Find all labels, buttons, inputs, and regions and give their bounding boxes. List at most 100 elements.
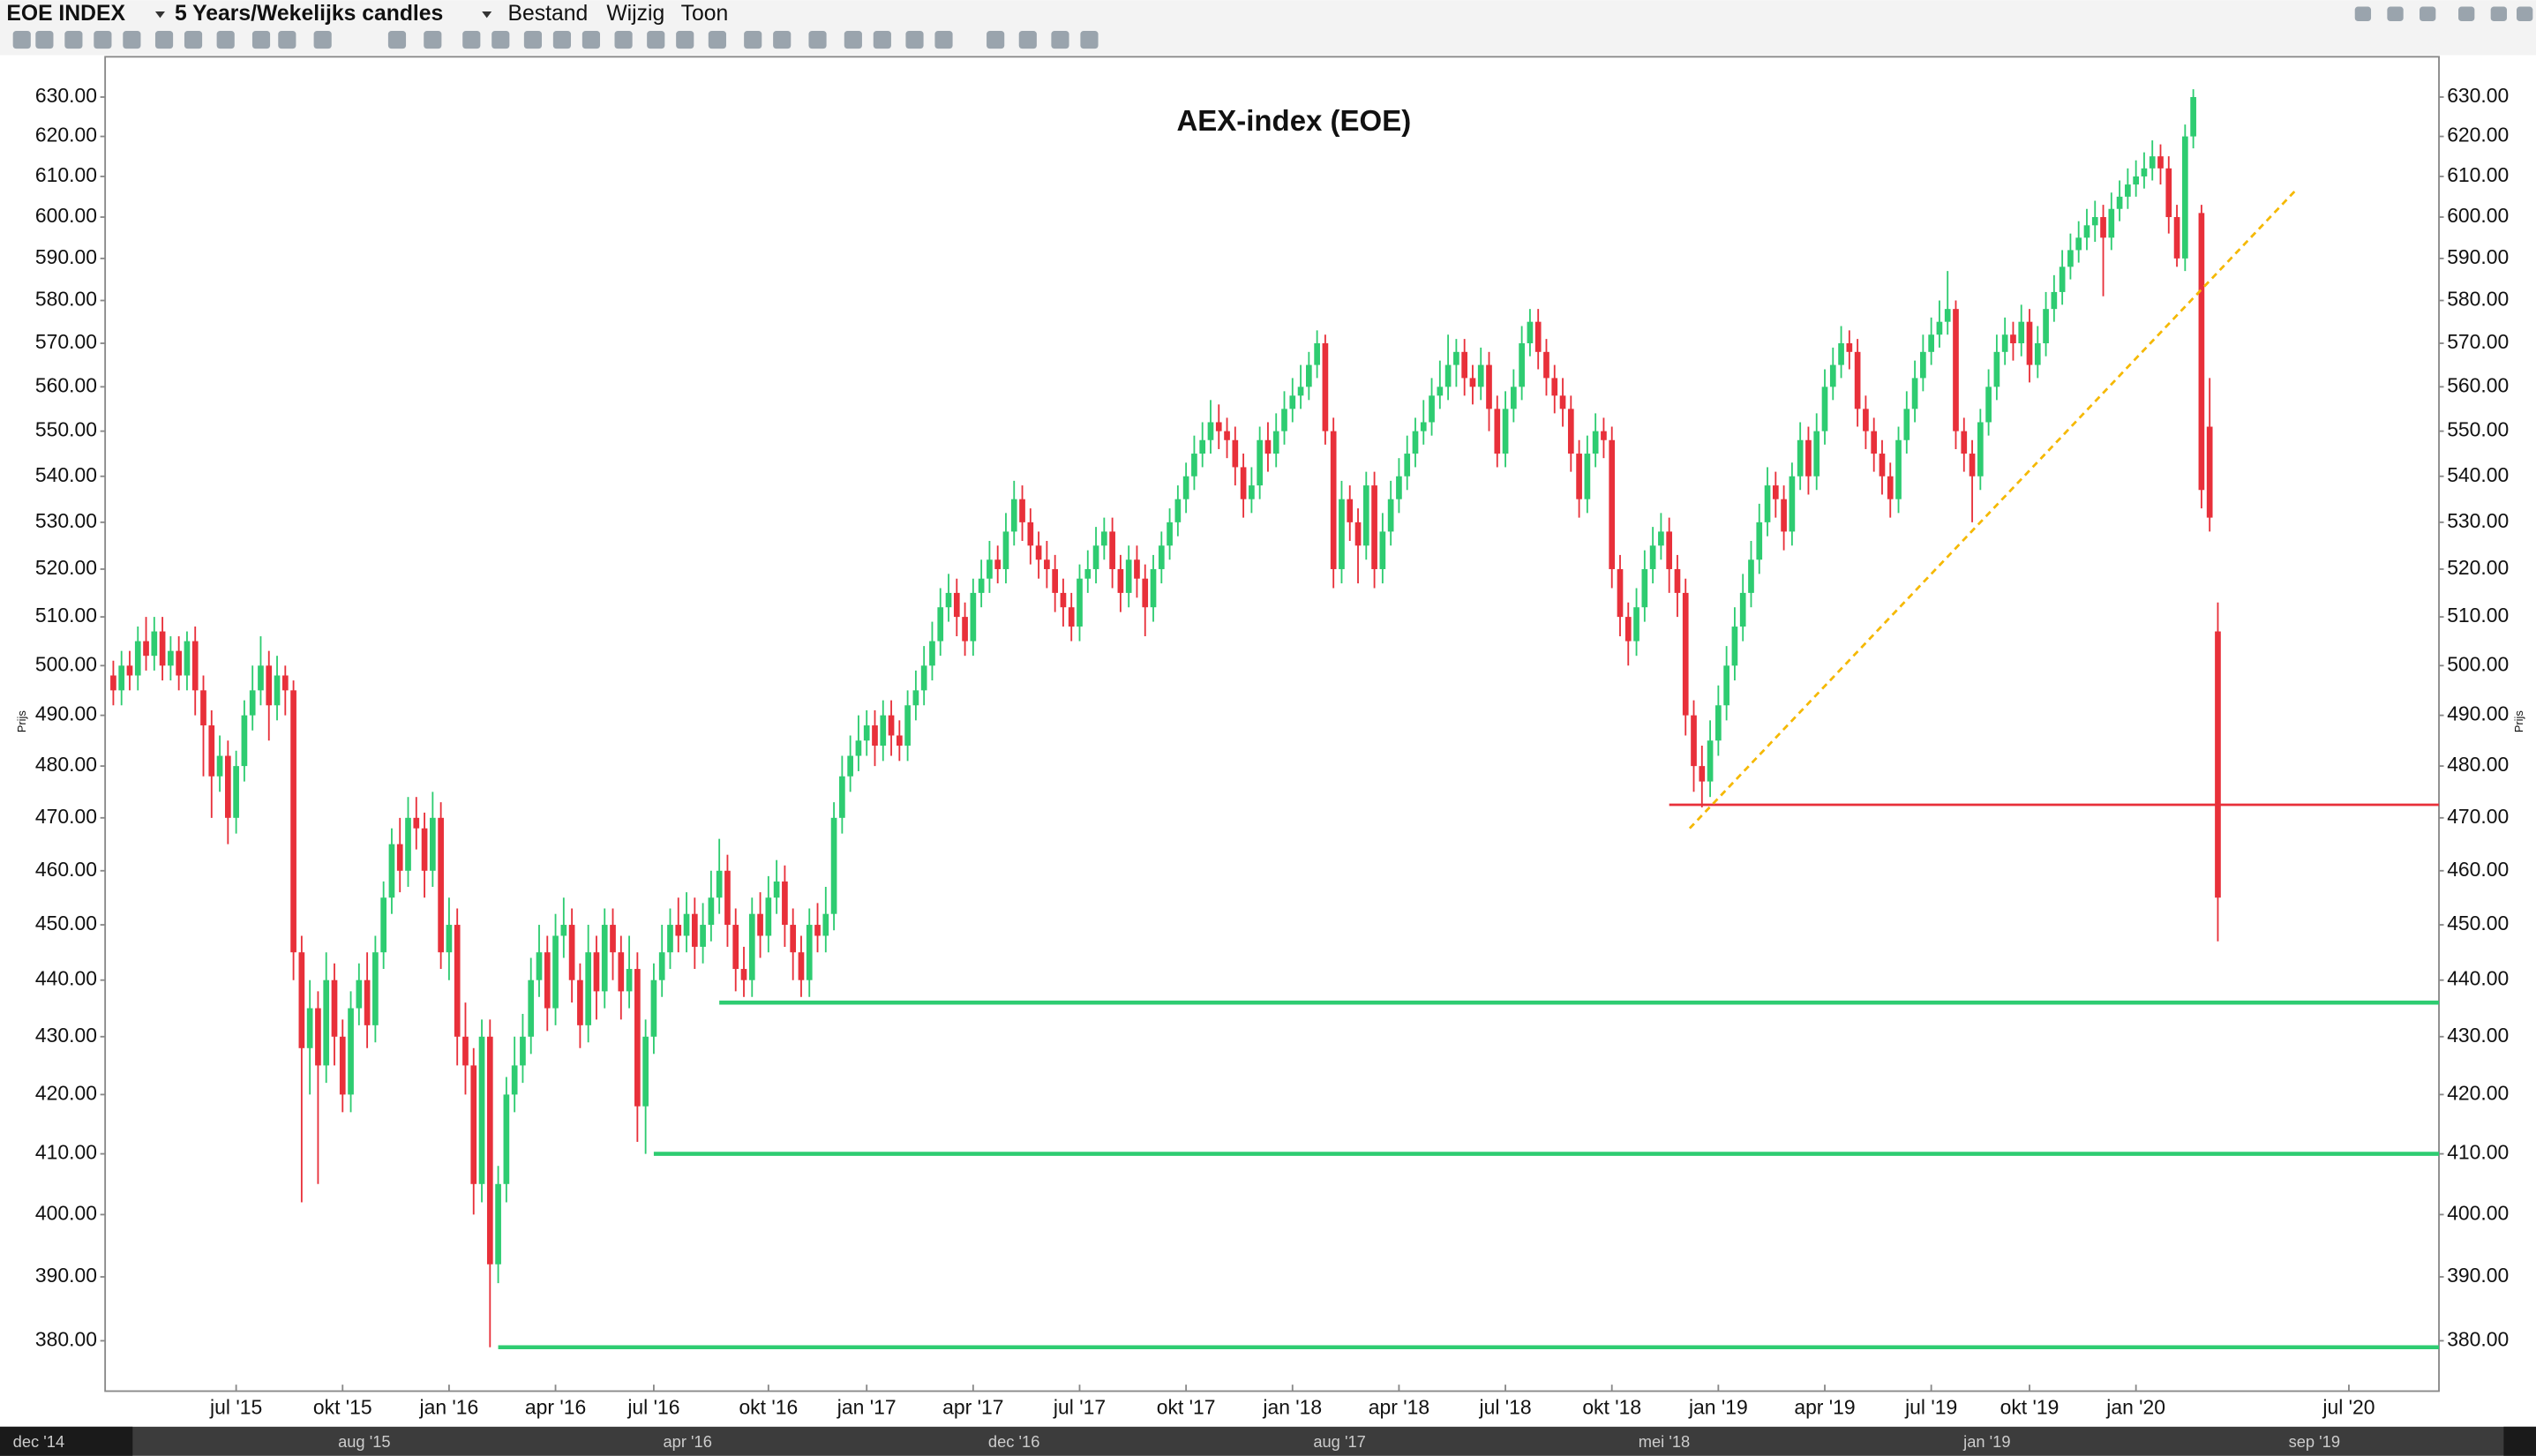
- candle-body: [266, 665, 273, 706]
- period[interactable]: 5 Years/Wekelijks candles: [175, 2, 443, 26]
- toolbar-icon[interactable]: [184, 31, 203, 49]
- chart-title: AEX-index (EOE): [1176, 104, 1411, 137]
- candle-body: [1936, 321, 1943, 335]
- y-tick-label: 420.00: [2447, 1081, 2509, 1104]
- candle-body: [323, 979, 330, 1066]
- candle-body: [708, 897, 715, 926]
- toolbar-icon[interactable]: [581, 31, 601, 49]
- candle-body: [1707, 740, 1714, 782]
- candle-body: [1420, 422, 1427, 432]
- candle-body: [1371, 485, 1377, 569]
- candle-body: [486, 1036, 493, 1265]
- y-tick-label: 460.00: [2447, 858, 2509, 881]
- candle-body: [691, 913, 698, 947]
- candle-body: [274, 675, 281, 706]
- navigator-handle[interactable]: [0, 1426, 133, 1456]
- toolbar-icon[interactable]: [1018, 31, 1037, 49]
- x-tick-label: okt '15: [313, 1396, 372, 1419]
- toolbar-icon[interactable]: [744, 31, 762, 49]
- candle-body: [1444, 364, 1452, 387]
- candle-body: [1494, 409, 1501, 454]
- candle-body: [1813, 431, 1820, 477]
- candle-body: [568, 925, 575, 980]
- toolbar-icon[interactable]: [154, 31, 174, 49]
- candle-body: [1412, 431, 1419, 454]
- candle-body: [716, 870, 723, 898]
- toolbar-icon[interactable]: [1051, 31, 1069, 49]
- toolbar-icon[interactable]: [313, 31, 332, 49]
- menu-item[interactable]: Wijzig: [606, 2, 664, 26]
- y-tick-label: 550.00: [35, 418, 97, 441]
- candle-body: [2133, 176, 2139, 185]
- candle-body: [2149, 156, 2156, 169]
- toolbar-icon[interactable]: [251, 31, 271, 49]
- toolbar-icon[interactable]: [934, 31, 953, 49]
- y-tick-label: 520.00: [35, 556, 97, 579]
- candle-body: [1182, 476, 1189, 499]
- candle-body: [1477, 364, 1484, 387]
- symbol[interactable]: EOE INDEX: [6, 2, 125, 26]
- toolbar-icon[interactable]: [647, 31, 665, 49]
- toolbar-icon[interactable]: [491, 31, 510, 49]
- candle-body: [987, 559, 993, 579]
- toolbar-icon[interactable]: [278, 31, 296, 49]
- window-icon[interactable]: [2458, 6, 2475, 22]
- menu-item[interactable]: Bestand: [508, 2, 589, 26]
- candle-body: [552, 935, 559, 1009]
- toolbar-icon[interactable]: [987, 31, 1005, 49]
- y-tick-label: 470.00: [2447, 805, 2509, 828]
- toolbar-icon[interactable]: [94, 31, 112, 49]
- toolbar-icon[interactable]: [216, 31, 235, 49]
- candle-body: [176, 650, 183, 676]
- toolbar-icon[interactable]: [123, 31, 141, 49]
- candle-body: [1232, 439, 1239, 468]
- navigator[interactable]: [0, 1426, 2536, 1456]
- candle-body: [863, 725, 870, 741]
- window-icon[interactable]: [2420, 6, 2436, 22]
- y-tick-label: 570.00: [2447, 330, 2509, 353]
- y-tick-label: 600.00: [35, 204, 97, 227]
- dropdown-arrow[interactable]: [154, 11, 165, 19]
- candle-body: [1084, 568, 1092, 579]
- candle-body: [2034, 343, 2041, 365]
- y-tick-label: 510.00: [2447, 604, 2509, 627]
- x-tick-label: jul '17: [1053, 1396, 1106, 1419]
- toolbar-icon[interactable]: [35, 31, 54, 49]
- toolbar-icon[interactable]: [64, 31, 83, 49]
- candle-body: [1396, 476, 1402, 499]
- candle-body: [1453, 351, 1459, 365]
- candle-body: [1944, 309, 1951, 322]
- toolbar-icon[interactable]: [614, 31, 633, 49]
- toolbar-icon[interactable]: [552, 31, 572, 49]
- y-tick-label: 570.00: [35, 330, 97, 353]
- toolbar-icon[interactable]: [873, 31, 891, 49]
- navigator-label: mei '18: [1639, 1432, 1690, 1451]
- toolbar-icon[interactable]: [523, 31, 543, 49]
- toolbar-icon[interactable]: [12, 31, 31, 49]
- candle-body: [1060, 592, 1067, 608]
- candle-body: [700, 925, 706, 947]
- window-icon[interactable]: [2354, 6, 2372, 22]
- toolbar-icon[interactable]: [676, 31, 694, 49]
- toolbar-icon[interactable]: [424, 31, 442, 49]
- window-icon[interactable]: [2387, 6, 2404, 22]
- toolbar-icon[interactable]: [708, 31, 726, 49]
- candle-body: [765, 897, 772, 936]
- candle-body: [2190, 96, 2196, 137]
- candle-body: [1125, 559, 1132, 593]
- dropdown-arrow[interactable]: [482, 11, 492, 19]
- toolbar-icon[interactable]: [462, 31, 481, 49]
- toolbar-icon[interactable]: [905, 31, 924, 49]
- window-icon[interactable]: [2490, 6, 2508, 22]
- toolbar-icon[interactable]: [808, 31, 827, 49]
- navigator-handle[interactable]: [2503, 1426, 2536, 1456]
- menu-item[interactable]: Toon: [681, 2, 729, 26]
- candle-body: [413, 817, 420, 829]
- candle-body: [740, 969, 747, 980]
- toolbar-icon[interactable]: [387, 31, 407, 49]
- toolbar-icon[interactable]: [773, 31, 792, 49]
- window-icon[interactable]: [2517, 6, 2533, 22]
- candle-body: [1174, 499, 1182, 522]
- toolbar-icon[interactable]: [844, 31, 862, 49]
- toolbar-icon[interactable]: [1080, 31, 1099, 49]
